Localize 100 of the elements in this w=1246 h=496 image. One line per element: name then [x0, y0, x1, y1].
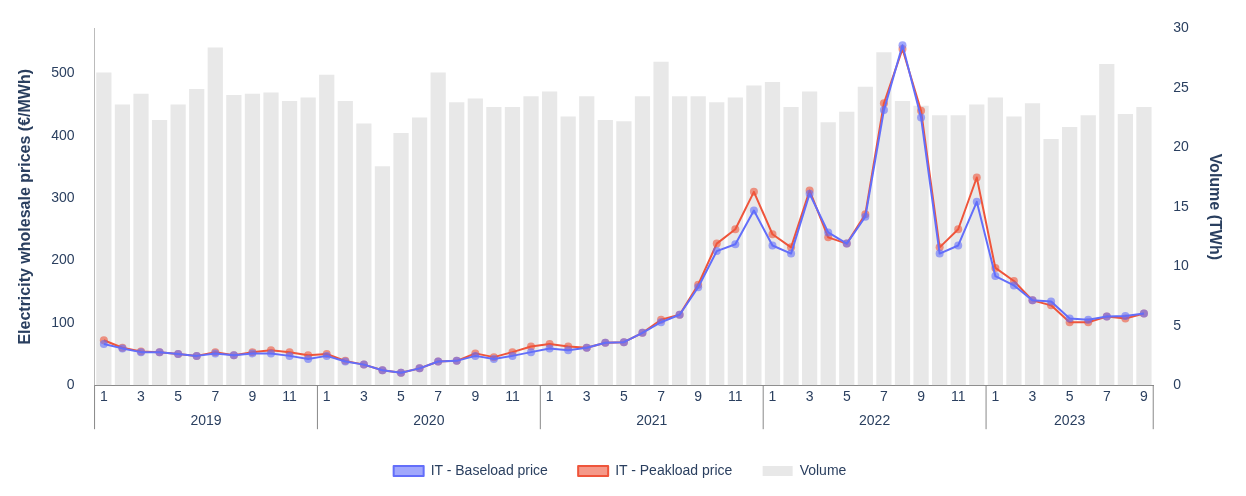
x-tick-label: 11 — [282, 388, 298, 405]
text: 2019 — [190, 412, 222, 429]
bar — [1043, 139, 1059, 386]
bar — [393, 133, 409, 386]
bar — [913, 105, 929, 386]
bar — [151, 119, 168, 386]
y2-tick-label: 10 — [1173, 257, 1190, 274]
x-tick-label: 7 — [1102, 388, 1111, 405]
point — [991, 272, 1000, 281]
x-tick-label: 7 — [211, 388, 220, 405]
point — [1065, 314, 1074, 323]
x-tick-label: 7 — [434, 388, 443, 405]
bar — [467, 98, 483, 386]
bar — [96, 72, 112, 386]
bar — [1062, 127, 1078, 386]
bar — [634, 96, 651, 386]
bar — [839, 111, 855, 386]
y-tick-label: 500 — [51, 64, 75, 81]
x-tick-label: 1 — [545, 388, 554, 405]
bar — [411, 117, 428, 386]
x-tick-label: 11 — [728, 388, 743, 405]
x-tick-label: 1 — [768, 388, 777, 405]
x-tick-label: 5 — [842, 388, 851, 405]
text: 2023 — [1054, 412, 1086, 429]
point — [1009, 281, 1018, 290]
bar — [263, 92, 279, 386]
bar — [764, 81, 781, 386]
x-tick-label: 1 — [322, 388, 331, 405]
bar — [932, 115, 948, 386]
x-tick-label: 1 — [99, 388, 108, 405]
y-tick-label: 400 — [51, 126, 75, 143]
bar — [374, 166, 391, 386]
bar — [1080, 115, 1096, 386]
y2-axis-title: Volume (TWh) — [1206, 153, 1224, 260]
x-tick-label: 5 — [397, 388, 406, 405]
point — [972, 173, 981, 182]
bar — [1099, 64, 1115, 386]
bar — [820, 122, 836, 386]
y-tick-label: 200 — [51, 251, 75, 268]
bar — [541, 91, 558, 386]
bar — [690, 96, 706, 386]
bar — [616, 121, 632, 386]
x-tick-label: 7 — [880, 388, 889, 405]
point — [527, 348, 536, 357]
point — [731, 240, 740, 249]
bar — [672, 96, 688, 386]
point — [564, 346, 573, 355]
y2-tick-label: 25 — [1173, 78, 1190, 95]
x-tick-label: 1 — [991, 388, 1000, 405]
bar — [969, 104, 985, 386]
bar — [746, 85, 762, 386]
bar — [226, 95, 242, 386]
x-tick-label: 5 — [619, 388, 628, 405]
bar — [189, 89, 205, 386]
bar — [709, 102, 725, 386]
bar — [504, 106, 521, 386]
x-tick-label: 9 — [248, 388, 257, 405]
bar — [319, 74, 335, 386]
bar — [430, 72, 446, 386]
point — [898, 41, 907, 50]
x-tick-label: 3 — [137, 388, 146, 405]
x-tick-label: 3 — [359, 388, 368, 405]
y2-tick-label: 5 — [1173, 316, 1182, 333]
bar — [114, 104, 131, 386]
bar — [894, 100, 911, 386]
x-tick-label: 9 — [1140, 388, 1149, 405]
point — [545, 344, 554, 353]
bar — [560, 116, 576, 386]
point — [712, 239, 721, 248]
bar — [170, 104, 186, 386]
y2-tick-label: 30 — [1173, 19, 1190, 36]
y-tick-label: 300 — [51, 188, 75, 205]
bar — [876, 52, 892, 386]
text: 2020 — [413, 412, 445, 429]
point — [749, 187, 758, 196]
point — [824, 228, 833, 237]
point — [954, 241, 963, 250]
legend-label: IT - Peakload price — [615, 461, 733, 478]
x-tick-label: 11 — [950, 388, 966, 405]
bar — [281, 100, 298, 386]
bar — [337, 100, 353, 386]
text: 2022 — [859, 412, 891, 429]
point — [879, 106, 888, 115]
bar — [987, 97, 1003, 386]
point — [99, 340, 108, 349]
y-axis-title: Electricity wholesale prices (€/MWh) — [16, 68, 34, 345]
x-tick-label: 5 — [174, 388, 183, 405]
point — [935, 249, 944, 258]
bar — [579, 96, 595, 386]
point — [917, 113, 926, 122]
legend-label: Volume — [799, 461, 847, 478]
bar — [300, 97, 316, 386]
bar — [783, 106, 799, 386]
bar — [857, 86, 873, 386]
bar — [1117, 114, 1133, 386]
y2-tick-label: 15 — [1173, 197, 1190, 214]
bar — [727, 97, 743, 386]
point — [768, 241, 777, 250]
point — [954, 225, 963, 234]
bar — [449, 102, 465, 386]
